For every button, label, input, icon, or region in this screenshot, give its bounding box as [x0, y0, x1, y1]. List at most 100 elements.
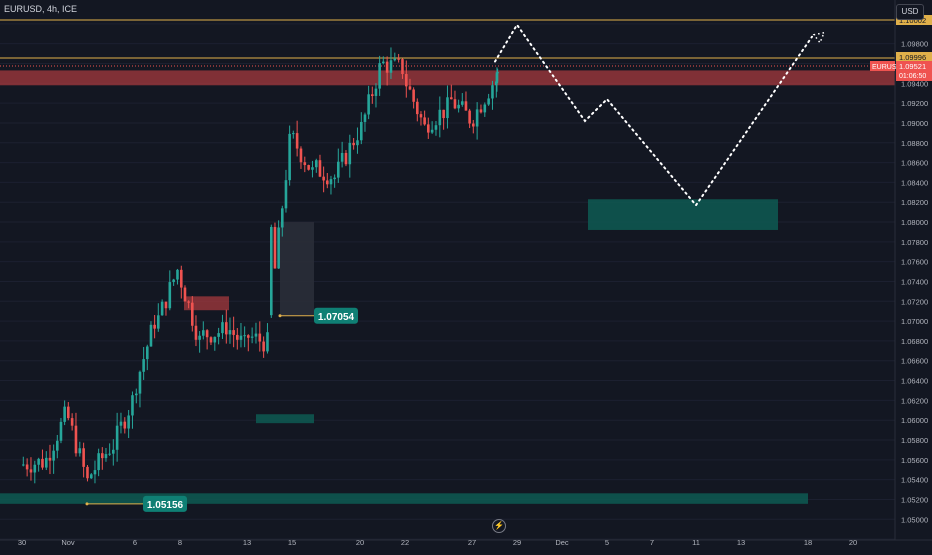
candle-body[interactable]: [450, 97, 453, 100]
candle-body[interactable]: [438, 109, 442, 126]
candle-body[interactable]: [363, 114, 367, 122]
candle-body[interactable]: [427, 124, 430, 133]
price-axis[interactable]: [895, 0, 932, 550]
supply-zone[interactable]: [0, 70, 895, 86]
candle-body[interactable]: [119, 421, 123, 426]
candle-body[interactable]: [446, 97, 449, 119]
candle-body[interactable]: [243, 335, 246, 337]
candle-body[interactable]: [468, 110, 471, 124]
candle-body[interactable]: [337, 161, 340, 178]
candle-body[interactable]: [461, 101, 464, 105]
candle-body[interactable]: [239, 335, 243, 340]
candle-body[interactable]: [288, 133, 291, 181]
candle-body[interactable]: [52, 450, 55, 461]
candle-body[interactable]: [356, 140, 359, 146]
candle-body[interactable]: [442, 109, 445, 119]
candle-body[interactable]: [318, 160, 322, 177]
candle-body[interactable]: [340, 152, 344, 162]
candle-body[interactable]: [221, 322, 224, 334]
candle-body[interactable]: [45, 457, 48, 468]
candle-body[interactable]: [284, 180, 288, 209]
candle-body[interactable]: [270, 226, 273, 316]
candle-body[interactable]: [326, 180, 329, 185]
candle-body[interactable]: [93, 470, 97, 475]
candle-body[interactable]: [104, 454, 108, 459]
candle-body[interactable]: [389, 60, 393, 73]
candle-body[interactable]: [142, 359, 145, 372]
candle-body[interactable]: [153, 324, 156, 329]
candle-body[interactable]: [374, 88, 378, 96]
candle-body[interactable]: [56, 440, 59, 451]
candle-body[interactable]: [412, 89, 415, 102]
candle-body[interactable]: [131, 395, 134, 416]
candle-body[interactable]: [191, 302, 194, 326]
candle-body[interactable]: [434, 125, 438, 130]
candle-body[interactable]: [348, 142, 352, 165]
candle-body[interactable]: [408, 86, 412, 90]
candle-body[interactable]: [258, 333, 262, 342]
candle-body[interactable]: [344, 152, 348, 165]
candle-body[interactable]: [464, 101, 468, 111]
candle-body[interactable]: [472, 123, 475, 127]
candle-body[interactable]: [146, 346, 149, 360]
candle-body[interactable]: [172, 279, 175, 283]
candle-body[interactable]: [164, 301, 168, 309]
candle-body[interactable]: [262, 341, 265, 352]
candle-body[interactable]: [213, 336, 217, 343]
candle-body[interactable]: [273, 226, 277, 269]
candle-body[interactable]: [360, 121, 363, 141]
candle-body[interactable]: [63, 406, 66, 422]
candle-body[interactable]: [487, 98, 490, 105]
candle-body[interactable]: [82, 448, 85, 467]
candle-body[interactable]: [401, 59, 404, 75]
candle-body[interactable]: [419, 114, 423, 118]
candle-body[interactable]: [138, 371, 142, 394]
candle-body[interactable]: [25, 464, 29, 470]
candle-body[interactable]: [168, 282, 172, 309]
candle-body[interactable]: [33, 464, 37, 473]
candle-body[interactable]: [322, 176, 325, 181]
candle-body[interactable]: [149, 324, 153, 347]
currency-button[interactable]: USD: [896, 4, 924, 20]
candle-body[interactable]: [393, 58, 397, 61]
candle-body[interactable]: [303, 162, 307, 166]
candle-body[interactable]: [295, 133, 299, 149]
symbol-tag[interactable]: [870, 61, 895, 71]
candle-body[interactable]: [367, 94, 370, 115]
candle-body[interactable]: [483, 104, 487, 113]
candle-body[interactable]: [112, 449, 115, 454]
candle-body[interactable]: [250, 336, 254, 338]
candle-body[interactable]: [198, 335, 201, 340]
candle-body[interactable]: [22, 464, 25, 466]
candle-body[interactable]: [160, 301, 164, 316]
candle-body[interactable]: [135, 393, 138, 396]
candle-body[interactable]: [281, 208, 284, 228]
candle-body[interactable]: [180, 269, 183, 288]
lightning-icon[interactable]: ⚡: [492, 519, 506, 533]
candle-body[interactable]: [115, 425, 119, 450]
candle-body[interactable]: [70, 418, 74, 426]
demand-zone[interactable]: [588, 199, 778, 230]
candle-body[interactable]: [329, 179, 333, 185]
candle-body[interactable]: [382, 61, 385, 64]
candle-body[interactable]: [194, 325, 198, 340]
candle-body[interactable]: [187, 301, 190, 303]
candle-body[interactable]: [247, 335, 250, 338]
supply-zone[interactable]: [184, 296, 229, 311]
candle-body[interactable]: [292, 133, 295, 135]
candle-body[interactable]: [457, 104, 460, 109]
candle-body[interactable]: [254, 333, 258, 337]
candle-body[interactable]: [176, 269, 179, 280]
candle-body[interactable]: [202, 330, 205, 336]
price-line-tag[interactable]: [896, 52, 932, 62]
candle-body[interactable]: [37, 458, 40, 465]
candle-body[interactable]: [416, 101, 419, 115]
candle-body[interactable]: [123, 421, 127, 429]
price-callout-box[interactable]: [143, 495, 187, 512]
candle-body[interactable]: [397, 58, 400, 60]
candle-body[interactable]: [205, 330, 209, 338]
candle-body[interactable]: [453, 99, 457, 109]
candle-body[interactable]: [311, 167, 314, 170]
